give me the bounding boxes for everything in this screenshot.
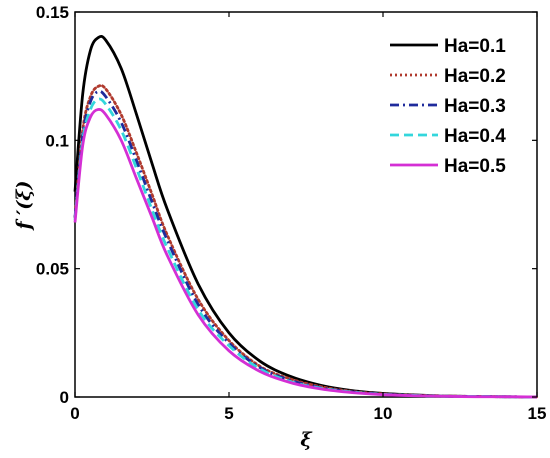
y-tick-label: 0.1 [45,131,69,150]
legend-box [382,26,530,188]
ticks-layer: 0 5 10 15 0 0.05 0.1 0.15 [36,3,547,423]
x-tick-label: 15 [528,404,547,423]
legend-label: Ha=0.4 [444,126,506,147]
legend-label: Ha=0.5 [444,156,506,177]
y-tick-label: 0 [60,388,69,407]
series-layer [73,34,539,399]
x-tick-label: 0 [70,404,79,423]
y-axis-label: f ′(ξ) [13,180,35,231]
legend: Ha=0.1 Ha=0.2 Ha=0.3 Ha=0.4 Ha=0.5 [382,26,530,188]
x-tick-label: 10 [374,404,393,423]
legend-entries: Ha=0.1 Ha=0.2 Ha=0.3 Ha=0.4 Ha=0.5 [390,36,506,177]
legend-label: Ha=0.2 [444,66,506,87]
y-tick-label: 0.15 [36,3,69,22]
x-axis-label: ξ [300,429,313,451]
series-line-5 [73,108,538,399]
legend-label: Ha=0.1 [444,36,506,57]
legend-label: Ha=0.3 [444,96,506,117]
y-tick-label: 0.05 [36,260,69,279]
x-tick-label: 5 [224,404,233,423]
